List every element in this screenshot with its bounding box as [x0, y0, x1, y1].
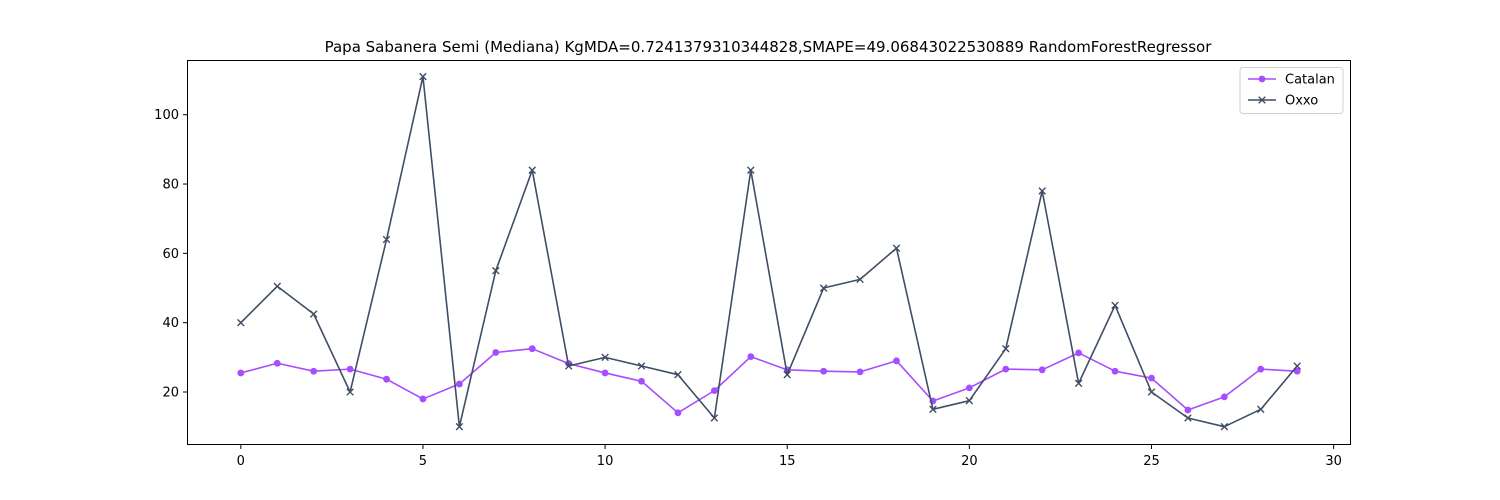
- x-tick-label: 20: [961, 454, 978, 469]
- series-line-catalan: [240, 347, 1298, 414]
- data-point-oxxo: [965, 396, 974, 405]
- data-point-oxxo: [1293, 362, 1301, 370]
- y-tick-label: 40: [162, 316, 179, 331]
- data-point-catalan: [419, 395, 427, 403]
- data-point-catalan: [1220, 393, 1228, 401]
- data-point-oxxo: [564, 362, 573, 370]
- data-point-oxxo: [309, 310, 318, 318]
- data-point-oxxo: [382, 235, 391, 244]
- data-point-catalan: [674, 409, 682, 417]
- data-point-catalan: [528, 345, 536, 353]
- data-point-oxxo: [273, 282, 282, 291]
- data-point-oxxo: [601, 353, 609, 362]
- data-point-catalan: [310, 367, 318, 375]
- x-tick-label: 15: [779, 454, 796, 469]
- data-point-oxxo: [856, 275, 864, 284]
- data-point-catalan: [820, 367, 828, 375]
- data-point-catalan: [1184, 406, 1192, 414]
- data-point-catalan: [383, 375, 390, 383]
- data-point-oxxo: [819, 284, 828, 292]
- data-point-catalan: [638, 377, 645, 385]
- data-point-catalan: [856, 368, 864, 376]
- y-tick-label: 20: [162, 386, 179, 401]
- data-point-oxxo: [1038, 187, 1046, 195]
- data-point-oxxo: [929, 405, 937, 414]
- data-point-catalan: [237, 369, 245, 377]
- data-point-catalan: [893, 357, 900, 365]
- data-point-catalan: [1257, 365, 1265, 373]
- legend-marker-catalan: [1258, 75, 1266, 83]
- data-point-oxxo: [1147, 388, 1156, 396]
- data-point-oxxo: [637, 362, 646, 370]
- data-point-oxxo: [346, 388, 354, 396]
- x-tick-label: 30: [1325, 454, 1342, 469]
- data-point-catalan: [492, 349, 500, 356]
- data-point-catalan: [601, 369, 609, 377]
- data-point-oxxo: [237, 318, 245, 327]
- data-point-oxxo: [455, 422, 464, 431]
- data-point-oxxo: [1220, 422, 1229, 431]
- axes-layer: 0 5 10 15 20 25 30 20 40 60 80 100: [154, 108, 1342, 469]
- x-tick-label: 0: [237, 454, 245, 469]
- data-point-catalan: [1111, 367, 1119, 375]
- data-point-oxxo: [710, 414, 719, 422]
- data-point-catalan: [965, 384, 973, 392]
- data-point-oxxo: [892, 244, 901, 252]
- x-tick-label: 5: [419, 454, 427, 469]
- data-point-catalan: [1148, 374, 1155, 382]
- data-point-oxxo: [1256, 405, 1265, 414]
- data-point-oxxo: [1184, 414, 1192, 422]
- chart-title: Papa Sabanera Semi (Mediana) KgMDA=0.724…: [325, 38, 1213, 56]
- x-tick-label: 10: [597, 454, 614, 469]
- data-point-oxxo: [492, 266, 500, 275]
- data-point-oxxo: [746, 166, 755, 174]
- data-point-oxxo: [783, 370, 792, 379]
- data-point-oxxo: [419, 72, 427, 81]
- series-line-oxxo: [240, 75, 1298, 428]
- data-point-catalan: [346, 365, 354, 373]
- series-oxxo: [237, 72, 1301, 431]
- legend-marker-oxxo: [1258, 96, 1266, 104]
- y-tick-label: 100: [154, 108, 179, 123]
- plot-frame: [187, 60, 1351, 445]
- data-point-oxxo: [1001, 344, 1010, 353]
- data-point-catalan: [1002, 365, 1010, 373]
- legend: Catalan Oxxo: [1239, 67, 1344, 114]
- data-point-oxxo: [1111, 301, 1119, 310]
- data-point-oxxo: [674, 370, 682, 379]
- y-tick-label: 60: [162, 247, 179, 262]
- legend-label-oxxo: Oxxo: [1285, 94, 1318, 109]
- data-point-catalan: [273, 359, 281, 367]
- data-point-catalan: [1038, 366, 1046, 374]
- data-point-catalan: [747, 353, 755, 361]
- x-tick-label: 25: [1143, 454, 1160, 469]
- series-catalan: [237, 345, 1301, 417]
- series-layer: [237, 72, 1301, 431]
- data-point-catalan: [1075, 349, 1083, 357]
- data-point-catalan: [1293, 367, 1301, 375]
- data-point-oxxo: [1074, 379, 1083, 388]
- legend-label-catalan: Catalan: [1285, 73, 1335, 88]
- data-point-catalan: [710, 387, 718, 395]
- data-point-oxxo: [528, 166, 537, 174]
- data-point-catalan: [455, 380, 463, 388]
- y-tick-label: 80: [162, 178, 179, 193]
